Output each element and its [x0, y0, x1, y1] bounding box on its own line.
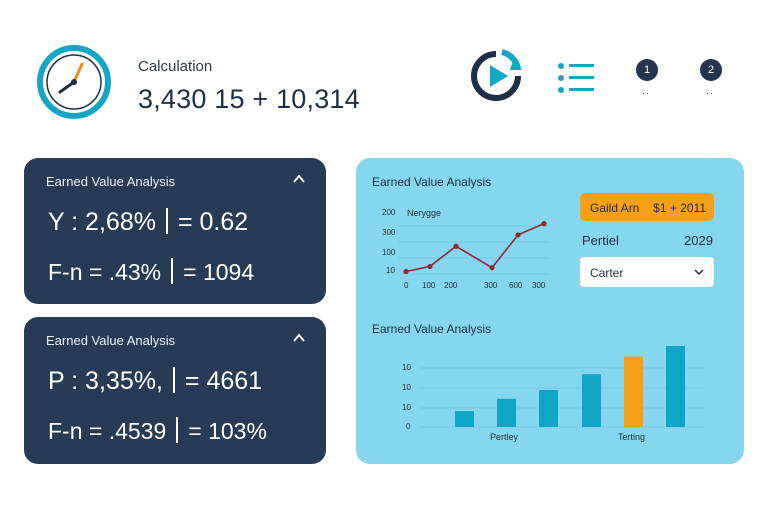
bar-x-label: Pertley [490, 432, 519, 442]
line-point [541, 220, 547, 227]
partial-value: 2029 [684, 233, 713, 248]
line-x-tick: 0 [404, 281, 409, 290]
step-badge-2[interactable]: 2 [700, 59, 722, 81]
dropdown-value: Carter [590, 266, 624, 280]
carter-dropdown[interactable]: Carter [580, 257, 714, 287]
metric-left: Y : 2,68% [48, 208, 156, 236]
metric-right: = 0.62 [177, 208, 249, 236]
line-y-tick: 10 [386, 266, 395, 275]
line-point [453, 243, 459, 249]
bar [624, 356, 643, 427]
line-series [405, 222, 545, 273]
play-refresh-icon[interactable] [468, 48, 524, 104]
bar [582, 374, 601, 427]
step-badge-2-dots: .. [706, 86, 714, 97]
partial-label: Pertiel [582, 233, 619, 248]
card-title: Earned Value Analysis [46, 333, 176, 348]
chevron-up-icon[interactable] [292, 172, 306, 186]
line-point [403, 268, 409, 275]
metric-row: P : 3,35%, = 4661 [48, 367, 262, 396]
line-y-tick: 300 [382, 228, 396, 237]
card-title: Earned Value Analysis [46, 174, 176, 189]
line-series-label: Nerygge [407, 208, 442, 218]
bar-y-tick: 10 [402, 363, 411, 372]
earned-value-card-1: Earned Value Analysis Y : 2,68% = 0.62 F-… [24, 158, 326, 304]
button-right-label: $1 + 2011 [653, 201, 706, 215]
metric-right: = 103% [188, 418, 267, 444]
chevron-down-icon [694, 269, 704, 276]
bar [497, 398, 516, 427]
metric-left: F-n = .43% [48, 259, 162, 285]
bar-y-tick: 10 [402, 403, 411, 412]
metric-row: Y : 2,68% = 0.62 [48, 208, 248, 237]
line-x-tick: 300 [484, 281, 498, 290]
earned-value-card-2: Earned Value Analysis P : 3,35%, = 4661 F… [24, 317, 326, 464]
clock-icon [37, 45, 111, 119]
step-badge-1-dots: .. [642, 86, 650, 97]
chevron-up-icon[interactable] [292, 331, 306, 345]
bar-y-tick: 10 [402, 383, 411, 392]
bar [666, 346, 685, 427]
metric-left: F-n = .4539 [48, 418, 167, 444]
bar-x-label: Terting [618, 432, 646, 442]
line-chart-title: Earned Value Analysis [372, 175, 492, 189]
line-point [427, 263, 433, 270]
bar [455, 411, 474, 427]
line-chart [398, 220, 548, 275]
gaild-arn-button[interactable]: Gaild Arn $1 + 2011 [580, 193, 714, 221]
bar-y-tick: 0 [406, 422, 411, 431]
line-x-tick: 200 [444, 281, 458, 290]
metric-right: = 4661 [184, 367, 263, 395]
button-left-label: Gaild Arn [590, 201, 640, 215]
bar-chart-title: Earned Value Analysis [372, 322, 492, 336]
line-y-tick: 200 [382, 208, 396, 217]
metric-row: F-n = .4539 = 103% [48, 417, 267, 445]
bar [539, 390, 558, 427]
calculation-value: 3,430 15 + 10,314 [138, 84, 360, 114]
step-badge-1[interactable]: 1 [636, 59, 658, 81]
line-x-tick: 300 [532, 281, 546, 290]
line-point [489, 265, 495, 271]
line-point [515, 232, 521, 238]
metric-row: F-n = .43% = 1094 [48, 258, 254, 286]
line-y-tick: 100 [382, 248, 396, 257]
metric-right: = 1094 [183, 259, 255, 285]
calculation-label: Calculation [138, 58, 213, 75]
metric-left: P : 3,35%, [48, 367, 163, 395]
line-x-tick: 600 [509, 281, 523, 290]
list-icon[interactable] [556, 60, 596, 96]
bar-chart [420, 346, 704, 428]
line-x-tick: 100 [422, 281, 436, 290]
